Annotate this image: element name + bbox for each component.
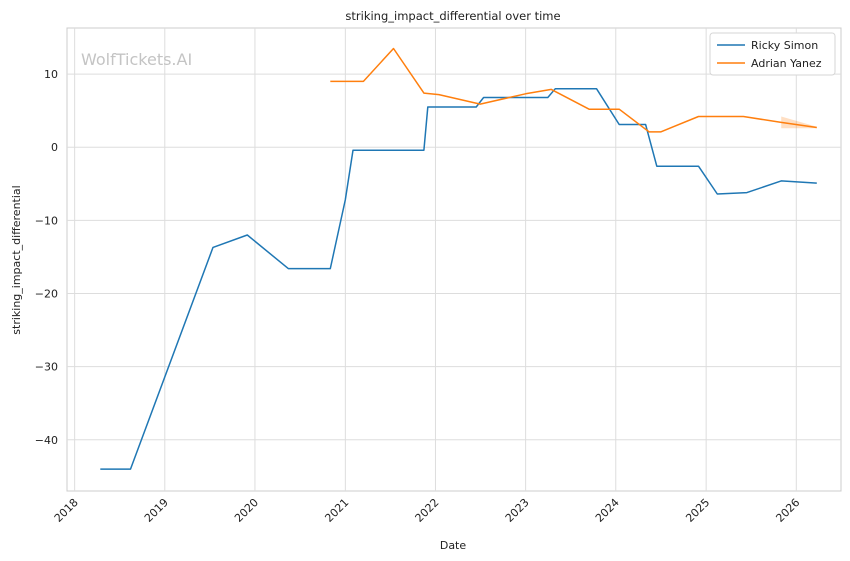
y-tick-label: −30 xyxy=(35,361,58,374)
legend-label: Ricky Simon xyxy=(751,39,818,52)
x-tick-label: 2021 xyxy=(322,496,351,525)
x-tick-label: 2023 xyxy=(503,496,532,525)
plot-area xyxy=(66,27,842,492)
x-tick-label: 2018 xyxy=(52,496,81,525)
x-axis-title: Date xyxy=(440,539,467,552)
x-tick-label: 2020 xyxy=(232,496,261,525)
legend-label: Adrian Yanez xyxy=(751,57,822,70)
series-line-ricky-simon xyxy=(100,87,817,470)
y-tick-label: −10 xyxy=(35,214,58,227)
y-tick-label: 10 xyxy=(44,68,58,81)
legend: Ricky Simon Adrian Yanez xyxy=(709,32,836,76)
series-line-adrian-yanez xyxy=(330,47,817,133)
y-axis-title: striking_impact_differential xyxy=(10,185,23,334)
series-lines xyxy=(100,47,817,470)
x-tick-label: 2025 xyxy=(683,496,712,525)
chart-title: striking_impact_differential over time xyxy=(345,9,560,23)
adrian-yanez-confidence-band xyxy=(781,116,817,129)
watermark: WolfTickets.AI xyxy=(81,50,192,69)
confidence-band xyxy=(781,116,817,129)
y-tick-label: −20 xyxy=(35,288,58,301)
y-tick-label: −40 xyxy=(35,434,58,447)
legend-box xyxy=(709,32,836,76)
x-tick-label: 2026 xyxy=(773,496,802,525)
x-tick-label: 2019 xyxy=(142,496,171,525)
x-tick-label: 2022 xyxy=(413,496,442,525)
x-tick-label: 2024 xyxy=(593,496,622,525)
y-tick-label: 0 xyxy=(51,141,58,154)
